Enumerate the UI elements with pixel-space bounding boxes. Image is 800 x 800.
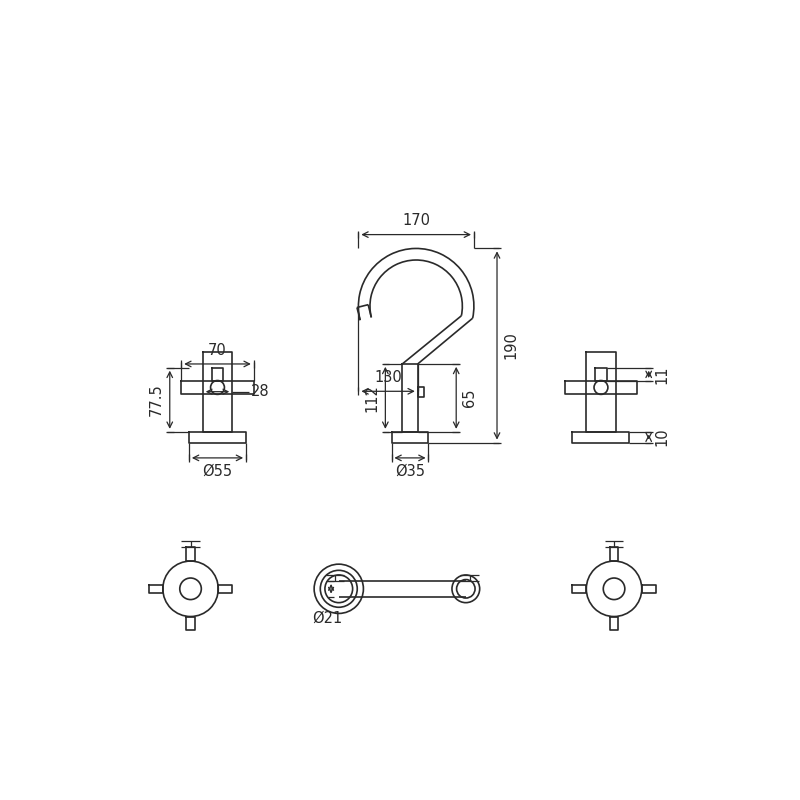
Text: 28: 28: [250, 384, 270, 399]
Text: 77.5: 77.5: [149, 383, 163, 416]
Text: 112: 112: [364, 384, 379, 412]
Text: Ø35: Ø35: [395, 464, 425, 479]
Text: 190: 190: [503, 331, 518, 359]
Text: 70: 70: [208, 342, 227, 358]
Text: 130: 130: [374, 370, 402, 385]
Text: Ø21: Ø21: [312, 610, 342, 626]
Text: 65: 65: [462, 389, 478, 407]
Text: 11: 11: [655, 365, 670, 384]
Text: 170: 170: [402, 214, 430, 229]
Text: Ø55: Ø55: [202, 464, 233, 479]
Text: 10: 10: [655, 428, 670, 446]
